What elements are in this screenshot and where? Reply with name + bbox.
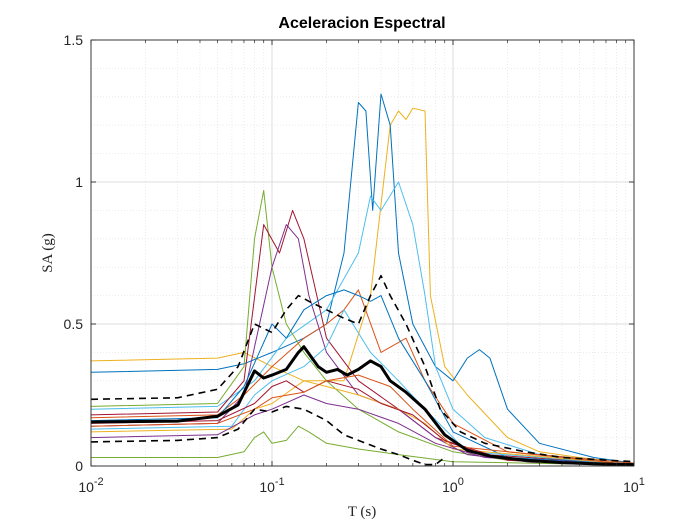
axes-box <box>90 39 635 467</box>
series-line <box>90 224 635 466</box>
x-tick-label: 10-1 <box>259 476 284 495</box>
series-line <box>91 425 635 466</box>
x-axis-label: T (s) <box>348 504 376 520</box>
y-tick-label: 1.5 <box>64 32 84 48</box>
y-axis-label: SA (g) <box>40 233 56 273</box>
series-line <box>90 374 635 466</box>
x-tick-label: 10-2 <box>78 476 103 495</box>
chart-title: Aceleracion Espectral <box>278 15 445 32</box>
tick-labels: 10-2 10-1 100 101 0 0.5 1 1.5 <box>64 32 645 495</box>
series-group <box>90 93 635 467</box>
series-line <box>90 394 635 466</box>
series-line <box>90 181 635 464</box>
axes-frame <box>90 39 635 467</box>
plot-background <box>91 40 634 466</box>
x-tick-label: 101 <box>623 476 645 495</box>
x-tick-label: 100 <box>442 476 464 495</box>
y-tick-label: 0.5 <box>64 316 84 332</box>
series-line-median <box>90 345 635 467</box>
series-line-lower <box>90 405 446 466</box>
series-line <box>90 289 635 464</box>
y-tick-label: 0 <box>75 458 83 474</box>
y-tick-label: 1 <box>75 174 83 190</box>
series-line <box>90 93 635 464</box>
plot-area <box>91 40 634 466</box>
